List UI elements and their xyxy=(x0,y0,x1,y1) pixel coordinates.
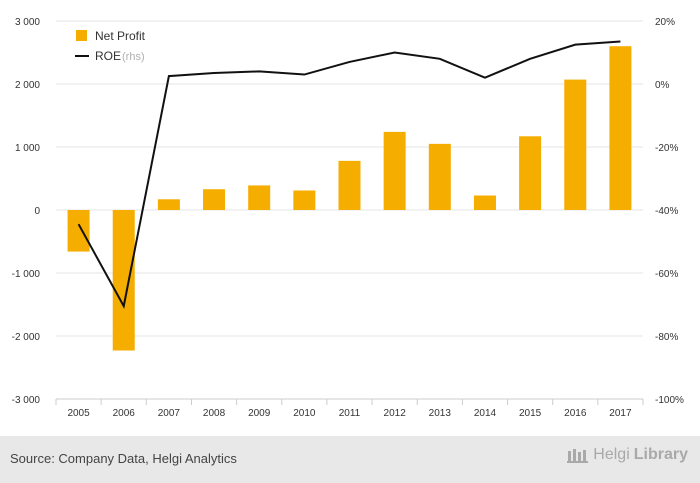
y-left-tick-label: 2 000 xyxy=(15,80,40,91)
x-tick-label: 2014 xyxy=(474,408,497,419)
bar-net-profit xyxy=(293,190,316,210)
y-right-tick-label: -60% xyxy=(655,269,678,280)
x-tick-label: 2017 xyxy=(609,408,632,419)
brand-name-bold: Library xyxy=(633,446,688,463)
y-left-tick-label: -2 000 xyxy=(12,332,41,343)
legend-label-roe: ROE xyxy=(95,49,121,63)
bar-net-profit xyxy=(428,143,451,210)
x-tick-label: 2016 xyxy=(564,408,587,419)
y-right-tick-label: 20% xyxy=(655,17,675,28)
bar-net-profit xyxy=(157,199,180,210)
y-right-tick-label: -80% xyxy=(655,332,678,343)
library-icon xyxy=(567,449,589,463)
x-tick-label: 2015 xyxy=(519,408,542,419)
bar-net-profit xyxy=(248,185,271,210)
legend-suffix-rhs: (rhs) xyxy=(122,51,145,63)
y-left-tick-label: 3 000 xyxy=(15,17,40,28)
legend-label-net-profit: Net Profit xyxy=(95,29,146,43)
x-tick-label: 2010 xyxy=(293,408,316,419)
y-left-tick-label: 0 xyxy=(34,206,40,217)
bar-net-profit xyxy=(519,136,542,210)
bar-net-profit xyxy=(609,46,632,211)
x-tick-label: 2012 xyxy=(384,408,407,419)
x-tick-label: 2013 xyxy=(429,408,452,419)
source-note: Source: Company Data, Helgi Analytics xyxy=(10,451,237,466)
line-roe xyxy=(77,40,621,309)
bar-net-profit xyxy=(564,79,587,210)
chart-canvas: -3 000 -2 000 -1 000 0 1 000 2 000 3 000 -100% -… xyxy=(12,17,684,419)
bar-net-profit xyxy=(112,210,135,351)
footer-bar: Source: Company Data, Helgi Analytics He… xyxy=(0,436,700,483)
y-right-tick-label: 0% xyxy=(655,80,670,91)
bar-net-profit xyxy=(473,195,496,210)
y-right-tick-label: -100% xyxy=(655,395,684,406)
bar-net-profit xyxy=(383,131,406,210)
y-right-tick-label: -40% xyxy=(655,206,678,217)
bar-net-profit xyxy=(338,160,361,210)
bar-net-profit xyxy=(67,210,90,252)
x-tick-label: 2011 xyxy=(339,408,361,419)
brand-name-regular: Helgi xyxy=(593,446,630,463)
x-tick-label: 2006 xyxy=(113,408,136,419)
x-tick-label: 2008 xyxy=(203,408,226,419)
y-left-tick-label: -1 000 xyxy=(12,269,41,280)
y-left-tick-label: -3 000 xyxy=(12,395,41,406)
bar-net-profit xyxy=(203,189,226,210)
x-tick-label: 2009 xyxy=(248,408,271,419)
y-right-tick-label: -20% xyxy=(655,143,678,154)
x-tick-label: 2007 xyxy=(158,408,181,419)
x-tick-label: 2005 xyxy=(67,408,90,419)
legend-swatch-net-profit xyxy=(76,30,87,41)
brand-logo[interactable]: Helgi Library xyxy=(567,446,688,464)
y-left-tick-label: 1 000 xyxy=(15,143,40,154)
